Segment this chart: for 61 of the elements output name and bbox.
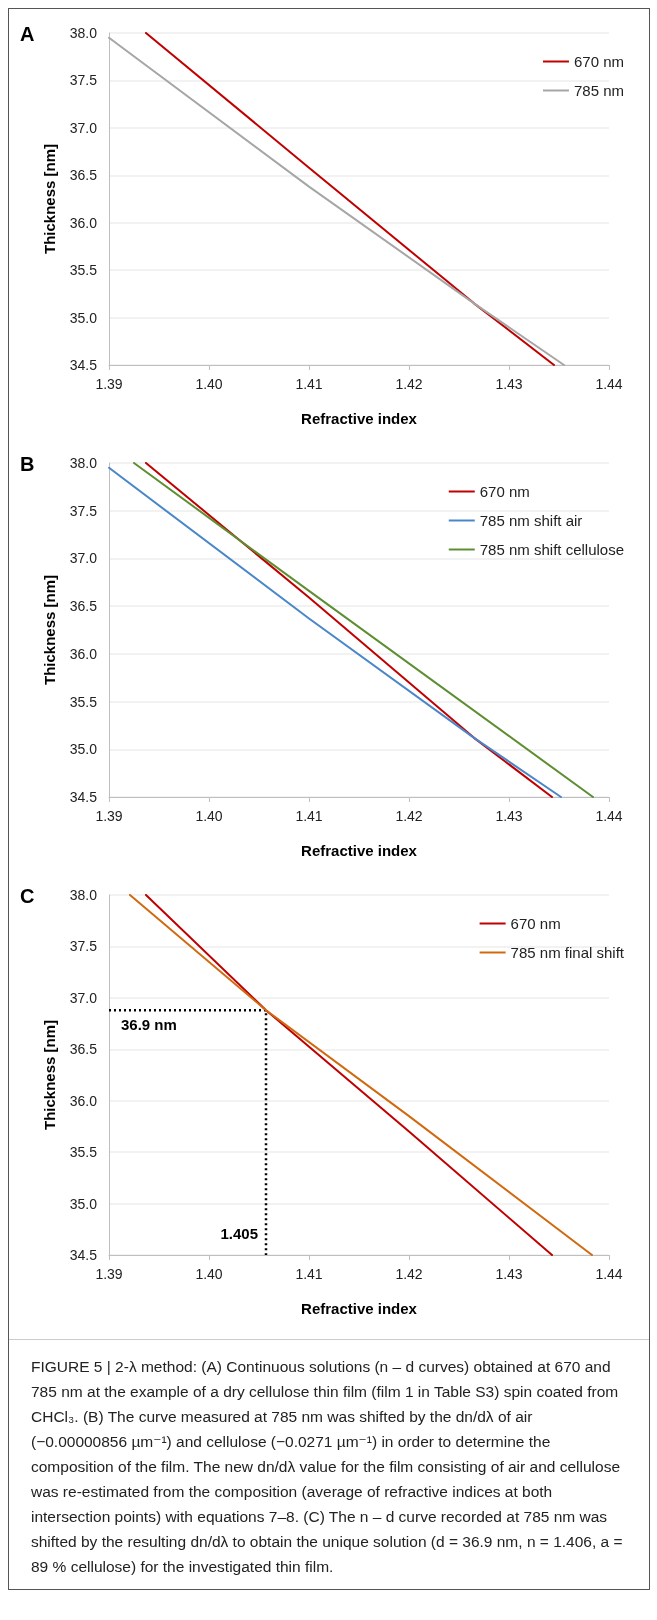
x-tick-label: 1.41 (295, 1266, 323, 1282)
y-tick-label: 37.5 (69, 938, 98, 955)
chart-title: B (20, 453, 35, 475)
x-tick-label: 1.39 (95, 808, 123, 824)
x-tick-label: 1.44 (595, 1266, 623, 1282)
x-tick-label: 1.40 (195, 376, 223, 392)
y-axis-title: Thickness [nm] (41, 143, 58, 255)
y-tick-label: 37.0 (69, 119, 98, 136)
y-tick-label: 36.0 (69, 214, 98, 231)
x-tick-label: 1.41 (295, 808, 323, 824)
legend-label: 785 nm shift cellulose (479, 541, 625, 558)
legend-label: 670 nm (573, 53, 625, 70)
y-tick-label: 36.5 (69, 598, 98, 615)
y-tick-label: 35.5 (69, 262, 98, 279)
x-axis-title: Refractive index (301, 410, 418, 427)
legend-label: 785 nm final shift (510, 944, 625, 961)
x-tick-label: 1.44 (595, 808, 623, 824)
x-tick-label: 1.39 (95, 376, 123, 392)
x-tick-label: 1.41 (295, 376, 323, 392)
x-tick-label: 1.42 (395, 808, 423, 824)
x-tick-label: 1.43 (495, 1266, 523, 1282)
y-tick-label: 35.5 (69, 693, 98, 710)
x-tick-label: 1.42 (395, 376, 423, 392)
y-tick-label: 36.5 (69, 167, 98, 184)
y-tick-label: 37.0 (69, 989, 98, 1006)
legend-label: 670 nm (510, 915, 561, 932)
y-tick-label: 35.0 (69, 309, 98, 326)
y-tick-label: 34.5 (69, 1247, 98, 1263)
legend-label: 785 nm (573, 82, 625, 99)
chart-title: C (20, 885, 35, 907)
x-tick-label: 1.44 (595, 376, 623, 392)
y-tick-label: 35.0 (69, 741, 98, 758)
y-axis-title: Thickness [nm] (41, 574, 58, 686)
annotation: 1.405 (220, 1224, 258, 1242)
y-tick-label: 35.5 (69, 1144, 98, 1161)
y-tick-label: 38.0 (69, 455, 98, 471)
y-tick-label: 38.0 (69, 25, 98, 41)
y-tick-label: 38.0 (69, 887, 98, 903)
y-tick-label: 37.5 (69, 72, 98, 89)
text: FIGURE 5 | 2-λ method: (A) Continuous solutions (n – d curves) obtained at 670 and 785 nm at the example of a dry cellulose thin film (film 1 in Table S3) spin coated from CHCl₃. (B) The curve measured at 785 nm was shifted by the dn/dλ of air (−0.00000856 µm⁻¹) and cellulose (−0.0271 µm⁻¹) in order to determine the composition of the film. The new dn/dλ value for the film consisting of air and cellulose was re-estimated from the composition (average of refractive indices at both intersection points) with equations 7–8. (C) The n – d curve recorded at 785 nm was shifted by the resulting dn/dλ to obtain the unique solution (d = 36.9 nm, n = 1.406, a = 89 % cellulose) for the investigated thin film. (31, 1358, 623, 1575)
x-tick-label: 1.43 (495, 808, 523, 824)
y-tick-label: 37.0 (69, 550, 98, 567)
legend-label: 670 nm (479, 483, 530, 500)
x-tick-label: 1.42 (395, 1266, 423, 1282)
chart-title: A (20, 23, 35, 45)
x-tick-label: 1.39 (95, 1266, 123, 1282)
y-tick-label: 36.0 (69, 1092, 98, 1109)
annotation: 36.9 nm (121, 1015, 177, 1033)
x-tick-label: 1.40 (195, 808, 223, 824)
y-tick-label: 37.5 (69, 502, 98, 519)
x-axis-title: Refractive index (301, 842, 418, 859)
y-tick-label: 34.5 (69, 357, 98, 373)
y-tick-label: 34.5 (69, 789, 98, 805)
legend-label: 785 nm shift air (479, 512, 583, 529)
x-axis-title: Refractive index (301, 1300, 418, 1317)
x-tick-label: 1.43 (495, 376, 523, 392)
y-axis-title: Thickness [nm] (41, 1019, 58, 1131)
y-tick-label: 36.5 (69, 1041, 98, 1058)
x-tick-label: 1.40 (195, 1266, 223, 1282)
y-tick-label: 36.0 (69, 645, 98, 662)
y-tick-label: 35.0 (69, 1195, 98, 1212)
